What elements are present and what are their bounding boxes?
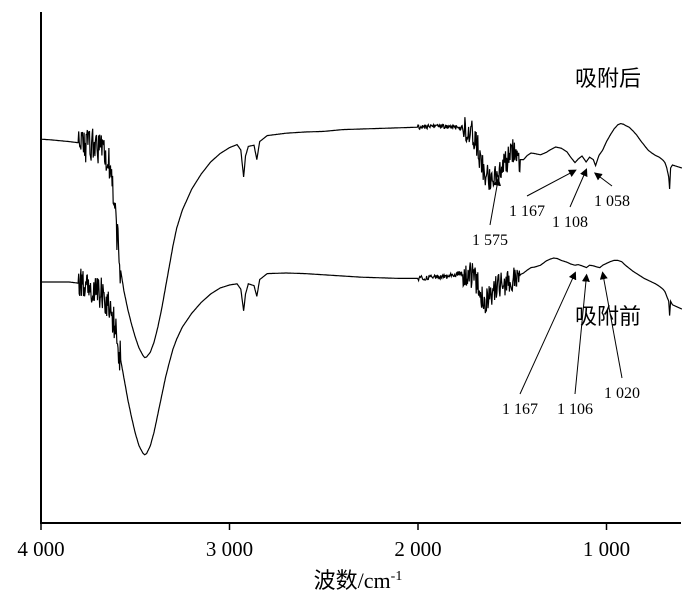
spectrum-line-0 <box>41 117 683 359</box>
annotation-arrow-3 <box>593 172 613 187</box>
annotation-arrow-2 <box>569 168 588 208</box>
spectra <box>41 117 683 456</box>
series-label-0: 吸附后 <box>575 66 641 91</box>
annotation-arrow-4 <box>519 271 577 395</box>
x-tick-label-3: 1 000 <box>583 537 630 561</box>
annotation-label-4: 1 167 <box>502 401 538 418</box>
spectrum-line-1 <box>41 257 683 456</box>
annotation-arrow-1 <box>526 169 577 197</box>
annotation-label-1: 1 167 <box>509 203 545 220</box>
x-axis-title: 波数/cm-1 <box>314 568 403 593</box>
series-label-1: 吸附前 <box>575 304 641 329</box>
x-tick-label-2: 2 000 <box>394 537 441 561</box>
annotation-arrow-6 <box>599 271 623 379</box>
x-axis-title-text: 波数/cm <box>314 568 391 593</box>
annotation-label-5: 1 106 <box>557 401 593 418</box>
annotation-label-3: 1 058 <box>594 193 630 210</box>
plot-frame <box>40 12 681 524</box>
annotation-label-0: 1 575 <box>472 232 508 249</box>
x-ticks: 4 000 3 000 2 000 1 000 <box>17 523 630 561</box>
x-tick-label-1: 3 000 <box>206 537 253 561</box>
annotation-label-6: 1 020 <box>604 385 640 402</box>
annotation-arrow-0 <box>489 177 501 226</box>
x-axis-title-superscript: -1 <box>391 569 403 584</box>
annotation-label-2: 1 108 <box>552 214 588 231</box>
annotation-arrow-5 <box>574 273 590 395</box>
x-tick-label-0: 4 000 <box>17 537 64 561</box>
